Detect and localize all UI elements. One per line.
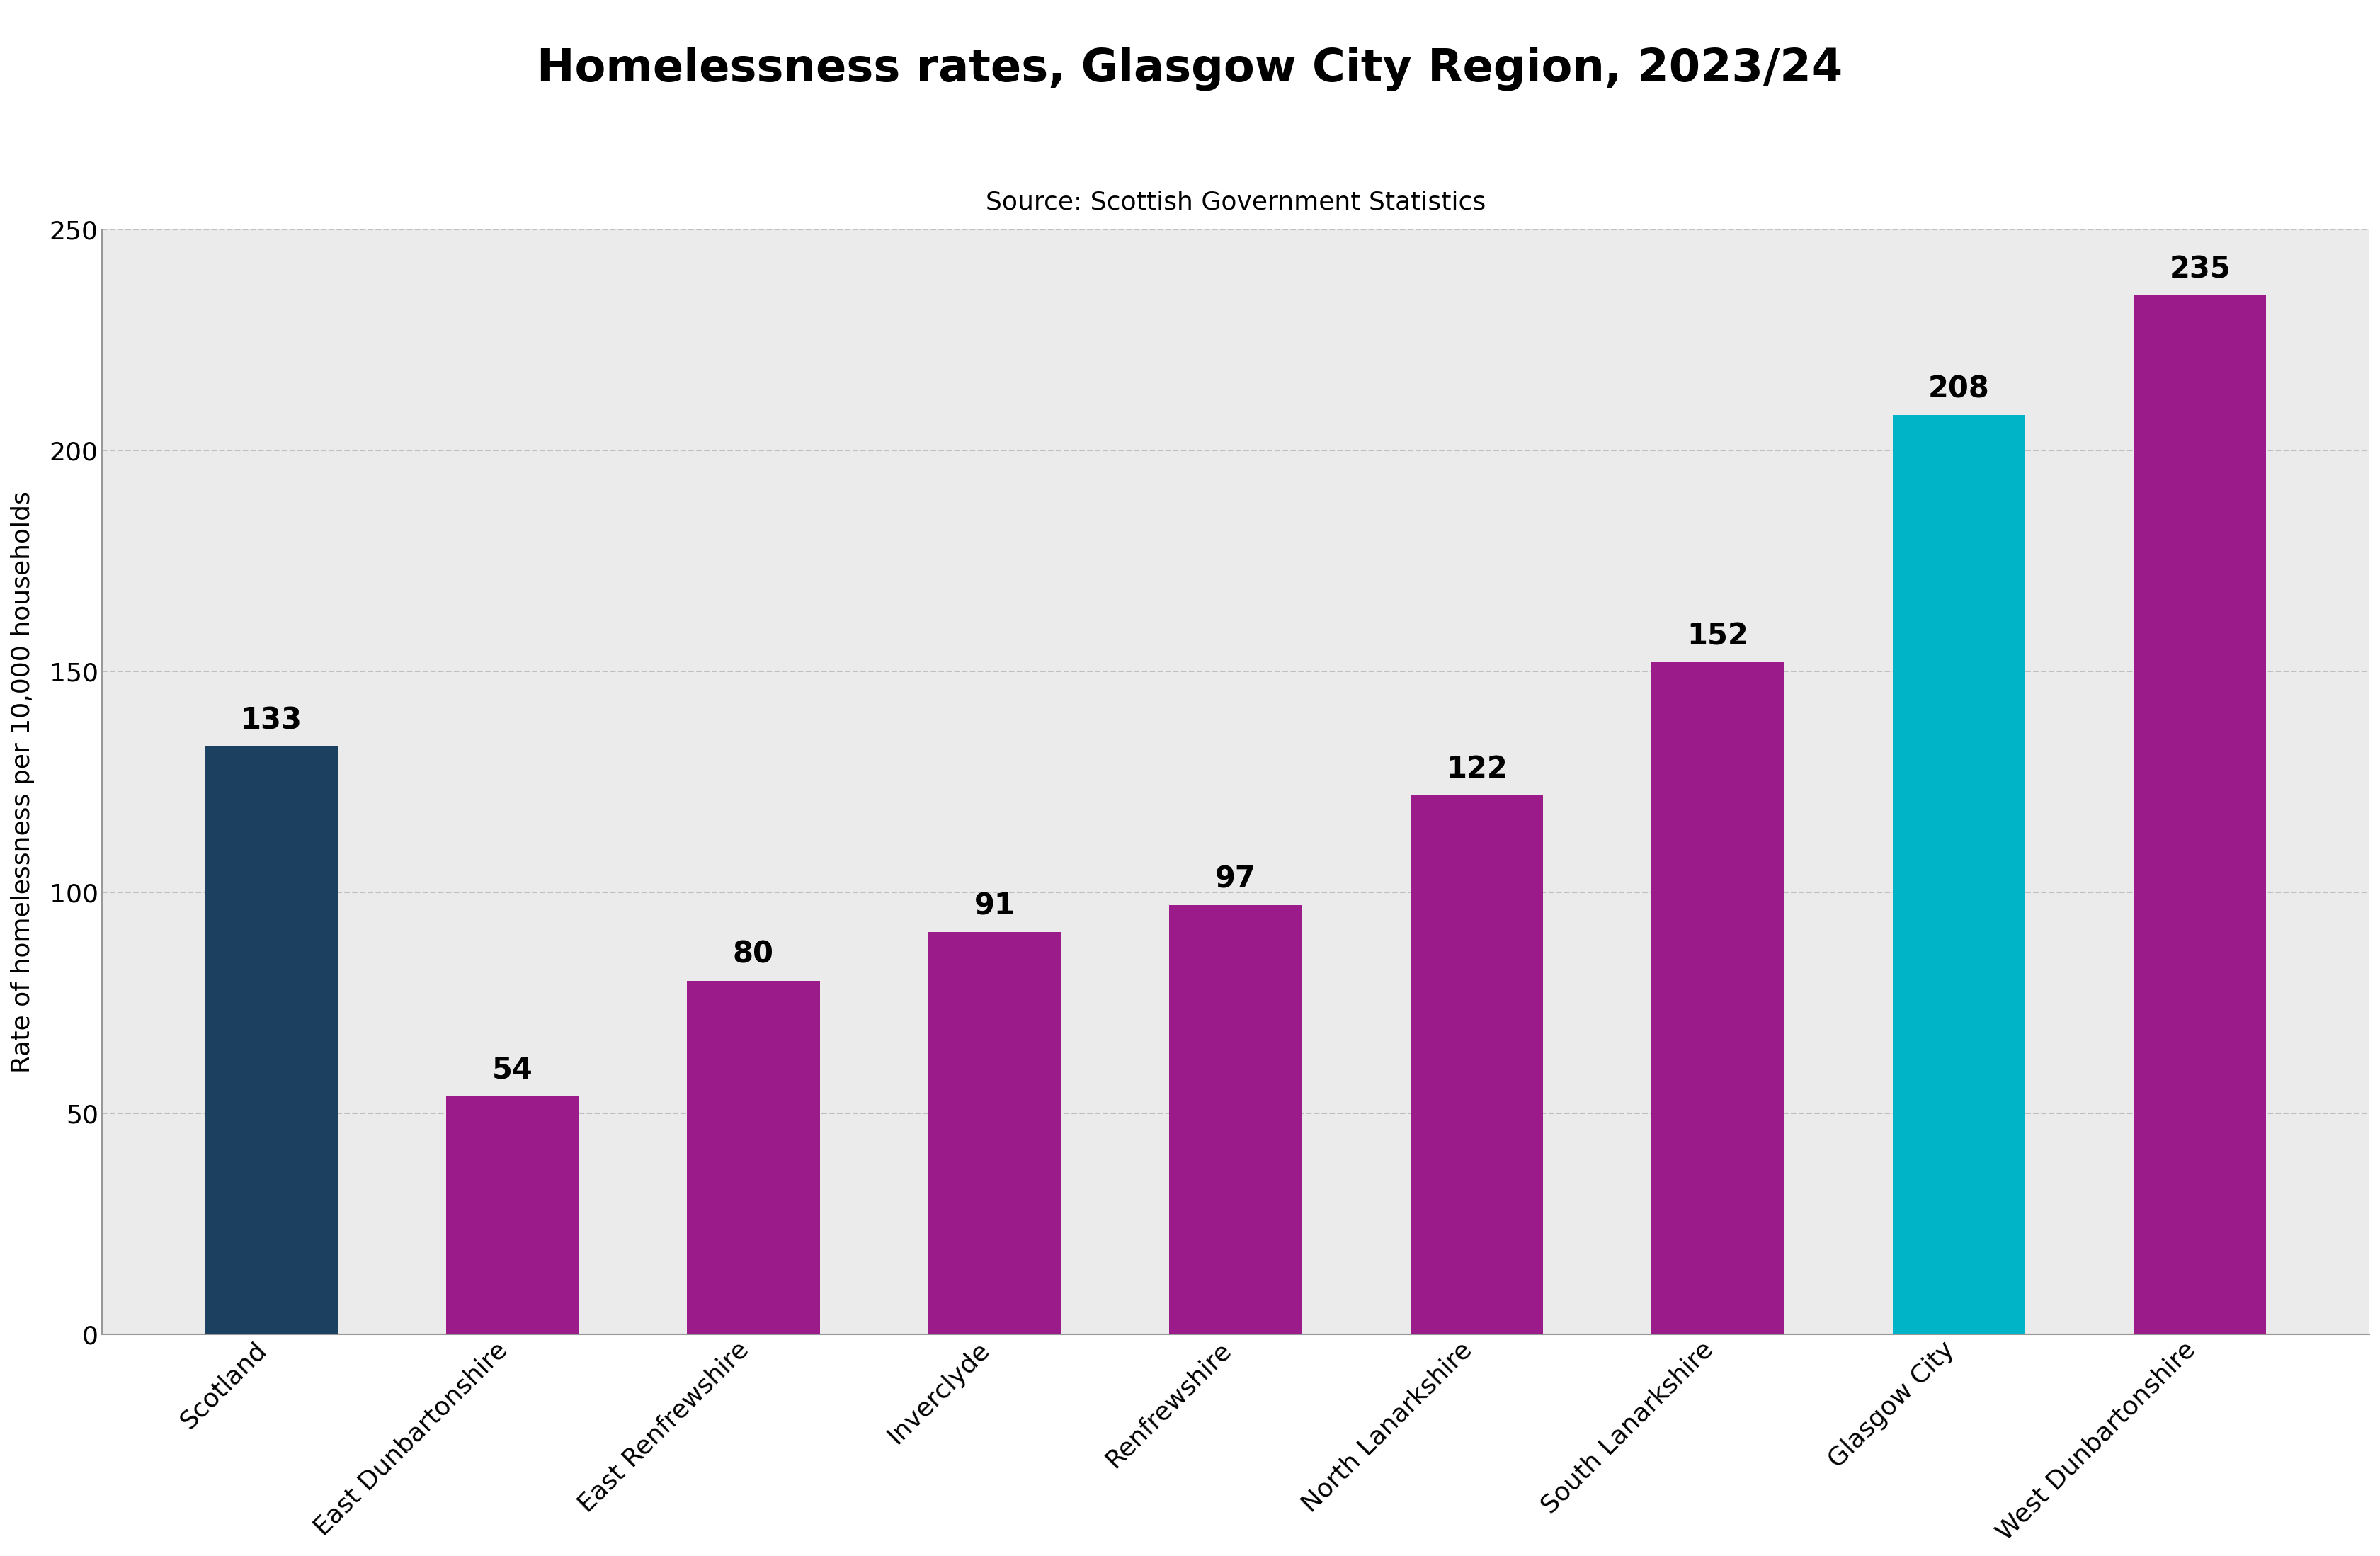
Text: Homelessness rates, Glasgow City Region, 2023/24: Homelessness rates, Glasgow City Region,… [538, 47, 1842, 92]
Text: 122: 122 [1447, 755, 1507, 784]
Bar [928, 932, 1061, 1333]
Text: 235: 235 [2168, 255, 2230, 285]
Text: 208: 208 [1928, 373, 1990, 403]
Text: 80: 80 [733, 940, 773, 969]
Bar [1411, 795, 1542, 1333]
Text: 97: 97 [1216, 865, 1257, 895]
Y-axis label: Rate of homelessness per 10,000 households: Rate of homelessness per 10,000 househol… [10, 490, 36, 1072]
Text: 91: 91 [973, 892, 1014, 921]
Title: Source: Scottish Government Statistics: Source: Scottish Government Statistics [985, 190, 1485, 215]
Bar [205, 747, 338, 1333]
Text: 54: 54 [493, 1055, 533, 1085]
Bar [1892, 415, 2025, 1333]
Text: 133: 133 [240, 705, 302, 736]
Bar [688, 980, 819, 1333]
Bar [445, 1095, 578, 1333]
Bar [1652, 663, 1785, 1333]
Bar [2135, 296, 2266, 1333]
Bar [1169, 906, 1302, 1333]
Text: 152: 152 [1687, 621, 1749, 652]
